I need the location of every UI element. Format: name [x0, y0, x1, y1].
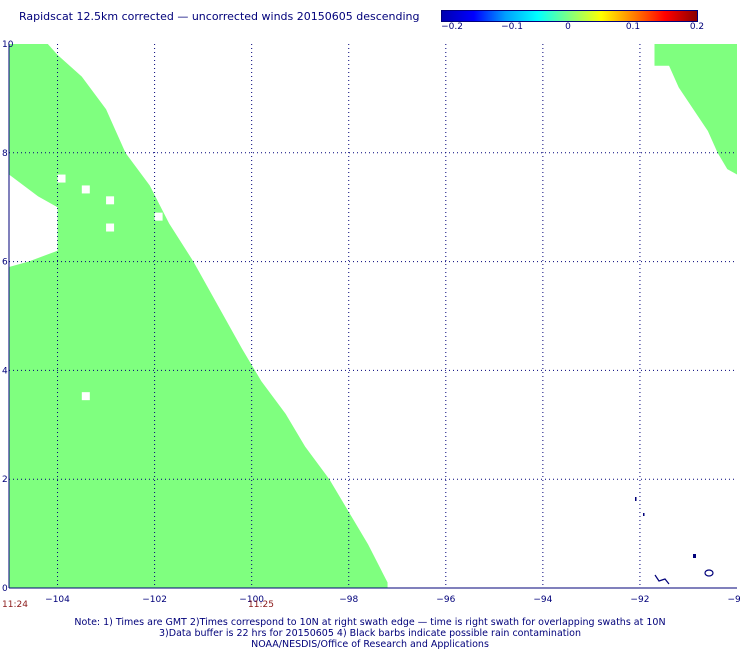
footnote-line: 3)Data buffer is 22 hrs for 20150605 4) … — [159, 628, 581, 639]
colorbar-tick: 0 — [565, 22, 571, 32]
colorbar-tick: −0.1 — [501, 22, 523, 32]
missing-pixel — [81, 185, 90, 194]
swath-left — [9, 44, 388, 588]
swath-right — [654, 44, 737, 175]
colorbar-tick: 0.1 — [625, 22, 641, 32]
colorbar-tick: −0.2 — [441, 22, 463, 32]
y-tick-label: 6 — [2, 258, 8, 268]
colorbar — [441, 10, 698, 22]
time-label: 11:24 — [2, 600, 28, 610]
footnote-line: Note: 1) Times are GMT 2)Times correspon… — [74, 617, 666, 628]
x-tick-label: −102 — [142, 595, 167, 605]
missing-pixel — [106, 223, 115, 232]
time-label: 11:25 — [248, 600, 274, 610]
island-mark — [704, 569, 714, 577]
x-tick-label: −104 — [45, 595, 70, 605]
x-tick-label: −92 — [630, 595, 649, 605]
y-tick-label: 10 — [2, 40, 14, 50]
y-tick-label: 0 — [2, 584, 8, 594]
footnote-line: NOAA/NESDIS/Office of Research and Appli… — [251, 639, 489, 650]
missing-pixel — [57, 174, 66, 183]
coastline-mark — [635, 497, 637, 501]
missing-pixel — [81, 392, 90, 401]
x-tick-label: −90 — [728, 595, 740, 605]
y-tick-label: 2 — [2, 475, 8, 485]
chart-title: Rapidscat 12.5km corrected — uncorrected… — [19, 10, 420, 23]
missing-pixel — [154, 212, 163, 221]
footnotes: Note: 1) Times are GMT 2)Times correspon… — [0, 617, 740, 650]
x-tick-label: −100 — [239, 595, 264, 605]
x-tick-label: −98 — [339, 595, 358, 605]
island-mark — [693, 554, 696, 558]
x-tick-label: −96 — [436, 595, 455, 605]
colorbar-tick: 0.2 — [689, 22, 705, 32]
coastline-mark — [643, 513, 645, 516]
y-tick-label: 8 — [2, 149, 8, 159]
coastline-mark — [654, 574, 670, 585]
y-tick-label: 4 — [2, 366, 8, 376]
x-tick-label: −94 — [533, 595, 552, 605]
missing-pixel — [106, 196, 115, 205]
